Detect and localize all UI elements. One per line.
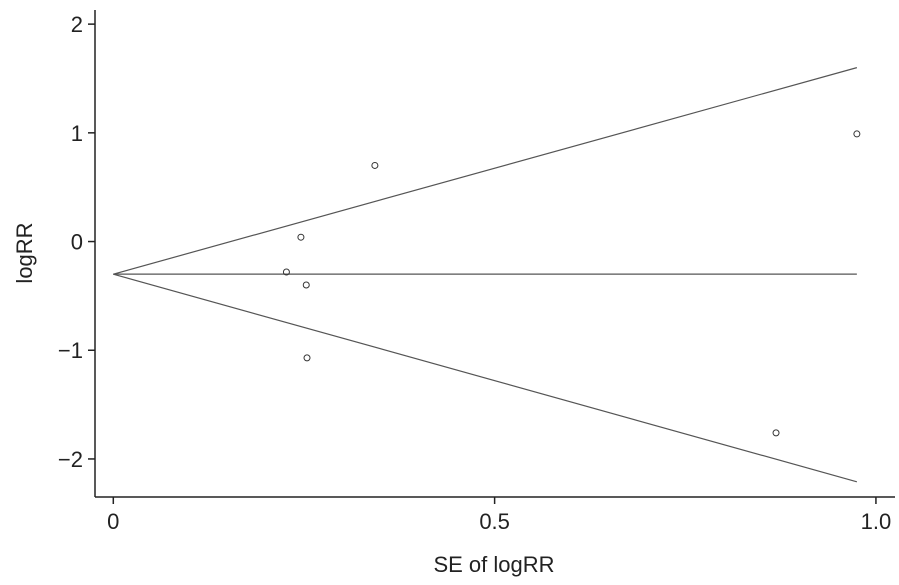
y-tick-label: 1 [71,121,83,146]
study-point [282,268,290,276]
y-tick-label: 0 [71,230,83,255]
x-axis-label: SE of logRR [433,552,554,577]
study-point [303,354,311,362]
y-axis-label: logRR [12,222,37,283]
x-tick-label: 0 [107,509,119,534]
x-tick-label: 1.0 [861,509,892,534]
study-point [371,161,379,169]
funnel-line [113,67,858,275]
study-point [772,429,780,437]
y-tick-label: 2 [71,12,83,37]
study-point [302,281,310,289]
y-tick-label: −1 [58,338,83,363]
y-tick-label: −2 [58,447,83,472]
x-tick-label: 0.5 [479,509,510,534]
funnel-line [113,273,858,483]
study-point [853,130,861,138]
study-point [297,233,305,241]
